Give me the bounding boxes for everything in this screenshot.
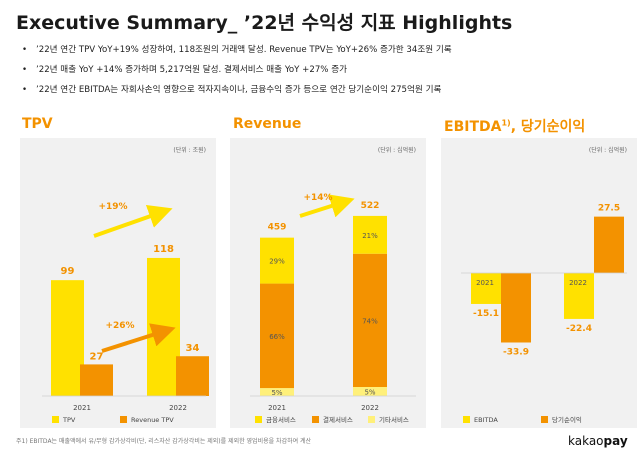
bullet-dot-icon: • xyxy=(22,45,28,55)
revenue-section-title: Revenue xyxy=(233,116,302,132)
category-label: 2021 xyxy=(268,404,286,412)
revenue-segment xyxy=(353,253,387,387)
revenue-tpv-value-label: 34 xyxy=(186,343,200,354)
tpv-value-label: 99 xyxy=(61,266,75,277)
ebitda-title-prefix: EBITDA xyxy=(444,119,502,135)
category-label: 2021 xyxy=(73,404,91,412)
net-income-bar xyxy=(501,273,531,343)
tpv-growth-label: +19% xyxy=(98,202,127,212)
tpv-growth-arrow xyxy=(93,204,173,238)
tpv-section-title: TPV xyxy=(22,116,53,132)
page-title: Executive Summary_ ’22년 수익성 지표 Highlight… xyxy=(16,12,513,34)
revenue-segment xyxy=(260,237,294,284)
segment-share-label: 29% xyxy=(269,258,285,266)
category-label: 2021 xyxy=(476,279,494,287)
ebitda-value-label: -22.4 xyxy=(566,324,592,334)
legend-label: EBITDA xyxy=(474,416,498,424)
segment-share-label: 5% xyxy=(271,389,282,397)
legend-label: 결제서비스 xyxy=(323,415,353,424)
revenue-segment xyxy=(353,215,387,254)
legend-swatch xyxy=(312,416,319,423)
bullet-item: • ’22년 연간 EBITDA는 자회사손익 영향으로 적자지속이나, 금융수익… xyxy=(22,84,452,96)
revenue-growth-arrow xyxy=(299,194,355,218)
unit-label: (단위 : 십억원) xyxy=(378,146,416,154)
tpv-bar xyxy=(147,257,180,396)
revenue-tpv-bar xyxy=(176,356,209,396)
legend-swatch xyxy=(463,416,470,423)
net-income-value-label: -33.9 xyxy=(503,347,529,357)
revenue-chart-panel: (단위 : 십억원) 5% 66% 29% 459 2021 5% 74% 21% 522 2022… xyxy=(230,138,426,428)
ebitda-bar xyxy=(564,273,594,319)
legend-label: 당기순이익 xyxy=(552,415,582,424)
revenue-segment xyxy=(260,283,294,389)
legend-label: TPV xyxy=(62,416,76,424)
bullet-text: ’22년 연간 EBITDA는 자회사손익 영향으로 적자지속이나, 금융수익 … xyxy=(36,85,442,95)
category-label: 2022 xyxy=(361,404,379,412)
ebitda-section-title: EBITDA1), 당기순이익 xyxy=(444,116,585,136)
segment-share-label: 21% xyxy=(362,232,378,240)
legend-swatch xyxy=(255,416,262,423)
ebitda-value-label: -15.1 xyxy=(473,309,499,319)
revenue-tpv-bar xyxy=(80,364,113,396)
revenue-growth-label: +14% xyxy=(303,193,332,203)
bullet-text: ’22년 매출 YoY +14% 증가하며 5,217억원 달성. 결제서비스 … xyxy=(36,65,348,75)
ebitda-chart-panel: (단위 : 십억원) -15.1 -33.9 2021 -22.4 27.5 2022 EBI… xyxy=(441,138,637,428)
legend-swatch xyxy=(541,416,548,423)
ebitda-title-suffix: , 당기순이익 xyxy=(510,119,586,135)
kakaopay-logo: kakaopay xyxy=(568,434,628,448)
ebitda-bar xyxy=(471,273,501,304)
revenue-segment xyxy=(260,388,294,396)
tpv-value-label: 118 xyxy=(153,244,174,255)
unit-label: (단위 : 조원) xyxy=(173,146,206,154)
tpv-chart: (단위 : 조원) 99 27 2021 118 34 2022 +19% +26% TPV Rev… xyxy=(42,146,209,424)
legend-swatch xyxy=(368,416,375,423)
legend-swatch xyxy=(120,416,127,423)
bullet-text: ’22년 연간 TPV YoY+19% 성장하여, 118조원의 거래액 달성.… xyxy=(36,45,452,55)
bullet-dot-icon: • xyxy=(22,65,28,75)
revenue-chart: (단위 : 십억원) 5% 66% 29% 459 2021 5% 74% 21% 522 2022… xyxy=(250,146,416,424)
legend-label: 금융서비스 xyxy=(266,415,296,424)
footnote: 주1) EBITDA는 매출액에서 유/무형 감가상각비(단, 리스자산 감가상… xyxy=(16,438,312,445)
tpv-chart-panel: (단위 : 조원) 99 27 2021 118 34 2022 +19% +26% TPV Rev… xyxy=(20,138,216,428)
revenue-tpv-growth-label: +26% xyxy=(105,321,134,331)
bullet-dot-icon: • xyxy=(22,85,28,95)
bullet-item: • ’22년 매출 YoY +14% 증가하며 5,217억원 달성. 결제서비스… xyxy=(22,64,452,76)
revenue-total-label: 459 xyxy=(268,223,287,233)
ebitda-chart: (단위 : 십억원) -15.1 -33.9 2021 -22.4 27.5 2022 EBI… xyxy=(461,146,627,424)
logo-part2: pay xyxy=(603,434,628,448)
revenue-total-label: 522 xyxy=(361,201,380,211)
tpv-bar xyxy=(51,280,84,396)
segment-share-label: 66% xyxy=(269,333,285,341)
category-label: 2022 xyxy=(569,279,587,287)
bullet-item: • ’22년 연간 TPV YoY+19% 성장하여, 118조원의 거래액 달성… xyxy=(22,44,452,56)
summary-bullets: • ’22년 연간 TPV YoY+19% 성장하여, 118조원의 거래액 달성… xyxy=(22,44,452,104)
ebitda-title-sup: 1) xyxy=(501,118,511,128)
revenue-tpv-growth-arrow xyxy=(101,323,176,353)
net-income-value-label: 27.5 xyxy=(598,204,620,214)
revenue-segment xyxy=(353,386,387,396)
revenue-tpv-value-label: 27 xyxy=(90,351,104,362)
segment-share-label: 74% xyxy=(362,317,378,325)
legend-label: 기타서비스 xyxy=(379,415,409,424)
net-income-bar xyxy=(594,216,624,273)
logo-part1: kakao xyxy=(568,434,604,448)
legend-label: Revenue TPV xyxy=(131,416,174,424)
unit-label: (단위 : 십억원) xyxy=(589,146,627,154)
category-label: 2022 xyxy=(169,404,187,412)
segment-share-label: 5% xyxy=(364,388,375,396)
legend-swatch xyxy=(52,416,59,423)
